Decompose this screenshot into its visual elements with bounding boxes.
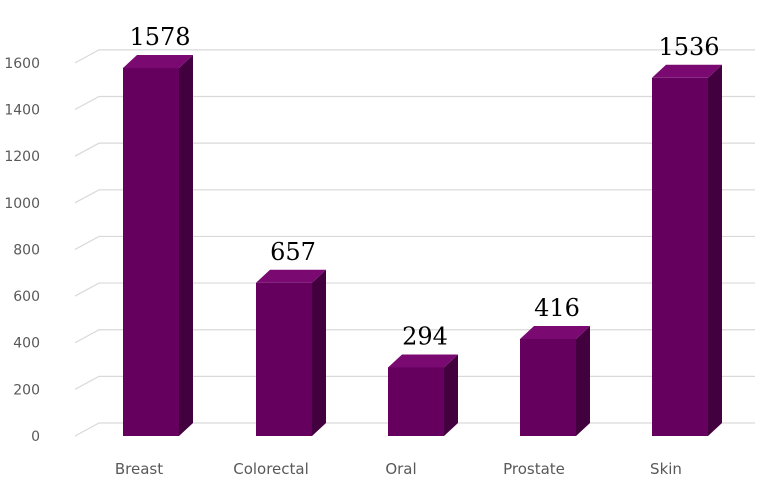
gridline xyxy=(74,189,755,204)
data-label: 416 xyxy=(534,294,580,322)
bar-front xyxy=(652,77,708,436)
bar-top xyxy=(388,354,458,368)
bar-skin xyxy=(652,64,722,436)
bar-side xyxy=(708,64,722,436)
bar-side xyxy=(576,325,590,436)
x-axis-categories: Breast Colorectal Oral Prostate Skin xyxy=(115,460,682,478)
x-category-label: Colorectal xyxy=(233,460,309,478)
y-tick-label: 400 xyxy=(13,336,40,352)
y-axis-ticks: 0 200 400 600 800 1000 1200 1400 1600 xyxy=(4,56,40,445)
data-label: 1578 xyxy=(129,23,190,51)
gridlines xyxy=(74,49,755,437)
gridline xyxy=(74,235,755,250)
gridline xyxy=(74,142,755,157)
bar-front xyxy=(123,68,179,436)
y-tick-label: 800 xyxy=(13,242,40,258)
bar-top xyxy=(520,325,590,339)
bar-top xyxy=(123,55,193,69)
bar-top xyxy=(256,269,326,283)
bar-front xyxy=(256,282,312,436)
bar-oral xyxy=(388,354,458,436)
bar-side xyxy=(312,269,326,436)
x-category-label: Breast xyxy=(115,460,163,478)
bar-prostate xyxy=(520,325,590,436)
y-tick-label: 1400 xyxy=(4,103,40,119)
data-label: 1536 xyxy=(658,33,719,61)
bar-colorectal xyxy=(256,269,326,436)
bar-front xyxy=(520,338,576,436)
data-label: 294 xyxy=(402,322,448,350)
y-tick-label: 1000 xyxy=(4,196,40,212)
y-tick-label: 0 xyxy=(31,429,40,445)
y-tick-label: 600 xyxy=(13,289,40,305)
gridline xyxy=(74,282,755,297)
data-labels: 1578 657 294 416 1536 xyxy=(129,23,719,350)
bar-side xyxy=(179,55,193,436)
x-category-label: Oral xyxy=(385,460,416,478)
x-category-label: Prostate xyxy=(503,460,565,478)
data-label: 657 xyxy=(270,238,316,266)
y-tick-label: 200 xyxy=(13,382,40,398)
y-tick-label: 1600 xyxy=(4,56,40,72)
bar-front xyxy=(388,367,444,436)
bar-top xyxy=(652,64,722,78)
y-tick-label: 1200 xyxy=(4,149,40,165)
gridline xyxy=(74,49,755,64)
bar-side xyxy=(444,354,458,436)
x-category-label: Skin xyxy=(650,460,682,478)
bar-breast xyxy=(123,55,193,436)
bars xyxy=(123,55,722,436)
gridline xyxy=(74,95,755,111)
